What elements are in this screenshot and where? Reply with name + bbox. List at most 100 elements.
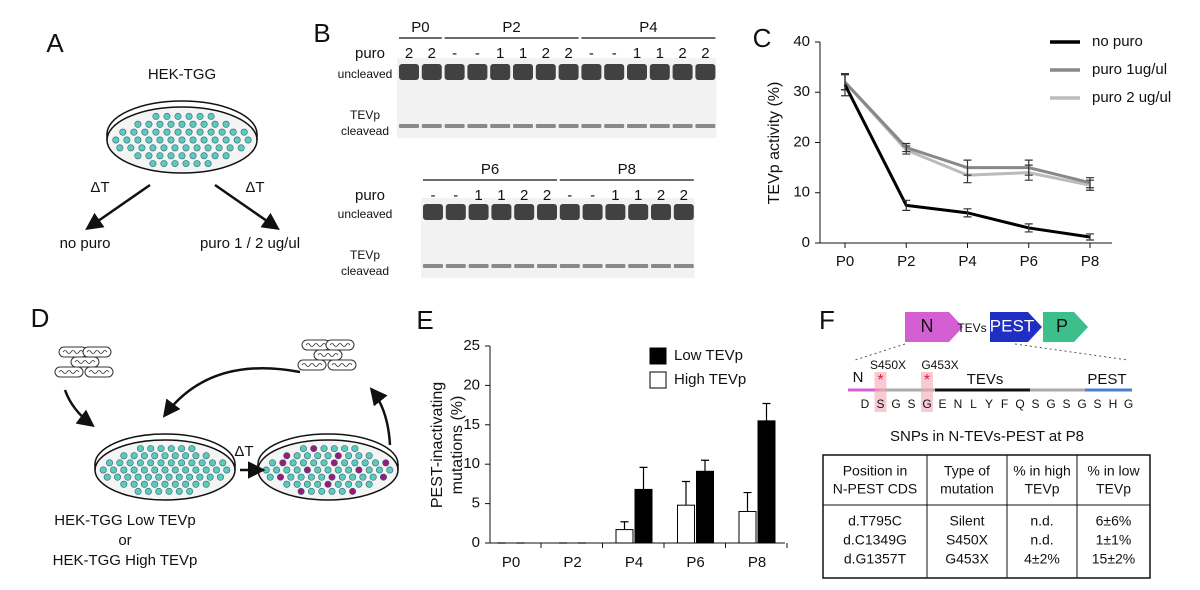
label: HEK-TGG High TEVp [53,552,198,569]
cell [130,128,138,136]
lane-label: - [431,187,436,204]
label: ΔT [245,179,264,196]
lane-label: 2 [678,45,686,62]
plasmid-dna [329,343,351,347]
band-uncleaved [695,64,716,80]
cell [136,459,144,467]
cell [192,452,200,460]
cell [171,160,179,168]
cell [310,459,318,467]
cell [303,466,311,474]
bar [677,504,695,544]
plasmid-dna [62,350,84,354]
band-label: cleavead [341,264,389,278]
plasmid-dna [331,363,353,367]
cell [318,487,326,495]
panel-label: D [31,303,50,333]
cell [134,473,142,481]
lane-label: 2 [564,45,572,62]
cell [307,487,315,495]
cell [379,473,387,481]
cell [262,466,270,474]
error-bar [639,466,648,490]
cell [341,459,349,467]
cell [182,466,190,474]
cell [355,480,363,488]
x-tick-label: P8 [748,554,766,571]
band-cleaved [444,124,465,128]
band-uncleaved [605,204,626,220]
cell [161,466,169,474]
cell [222,152,230,160]
band-cleaved [423,264,443,268]
cell [186,487,194,495]
domain-label: PEST [990,316,1034,335]
band-cleaved [399,124,419,128]
x-tick-label: P6 [1020,253,1038,270]
cell [211,120,219,128]
cell [279,459,287,467]
x-tick-label: P2 [897,253,915,270]
cell [120,480,128,488]
band-cleaved [695,124,716,128]
y-tick-label: 25 [463,337,480,354]
cell [165,473,173,481]
band-label: uncleaved [338,67,393,81]
band-uncleaved [490,64,511,80]
cell [233,136,241,144]
band-uncleaved [651,204,671,220]
cell [365,480,373,488]
passage-label: P0 [411,19,429,36]
x-tick-label: P4 [958,253,976,270]
lane-label: - [612,45,617,62]
cell [218,128,226,136]
plasmid [54,366,84,378]
y-axis-label: mutations (%) [449,396,466,495]
cell [359,473,367,481]
cell [330,445,338,453]
cell [196,112,204,120]
band-uncleaved [582,204,603,220]
panel-label: E [416,305,433,335]
band-cleaved [558,124,579,128]
residue: G [1077,397,1086,411]
cell [371,459,379,467]
error-bar [682,480,690,506]
panel-label: F [819,305,835,335]
band-cleaved [673,264,694,268]
cell [328,473,336,481]
cell [185,112,193,120]
cell [185,128,193,136]
region-label: TEVs [967,371,1004,388]
lane-label: 2 [542,45,550,62]
cell [116,144,124,152]
legend-label: High TEVp [674,371,746,388]
residue: S [907,397,915,411]
y-axis-label: PEST-inactivating [429,382,446,508]
cell [206,473,214,481]
domain-p [1043,312,1088,342]
cell [189,152,197,160]
error-bar [1086,233,1094,241]
cell [156,136,164,144]
cell [167,152,175,160]
cell [171,480,179,488]
band-uncleaved [444,64,465,80]
cell [189,120,197,128]
cell [207,112,215,120]
band-uncleaved [672,64,693,80]
plasmid [84,366,114,378]
arrow [369,387,392,446]
cell [178,459,186,467]
table-header: % in high [1013,463,1071,479]
band-cleaved [651,264,671,268]
cell [134,136,142,144]
cell [240,128,248,136]
cell [188,459,196,467]
label: puro 1 / 2 ug/ul [200,235,300,252]
lane-label: 1 [633,45,641,62]
mutation-star: * [924,372,930,389]
cell [303,480,311,488]
cell [171,466,179,474]
cell [167,459,175,467]
